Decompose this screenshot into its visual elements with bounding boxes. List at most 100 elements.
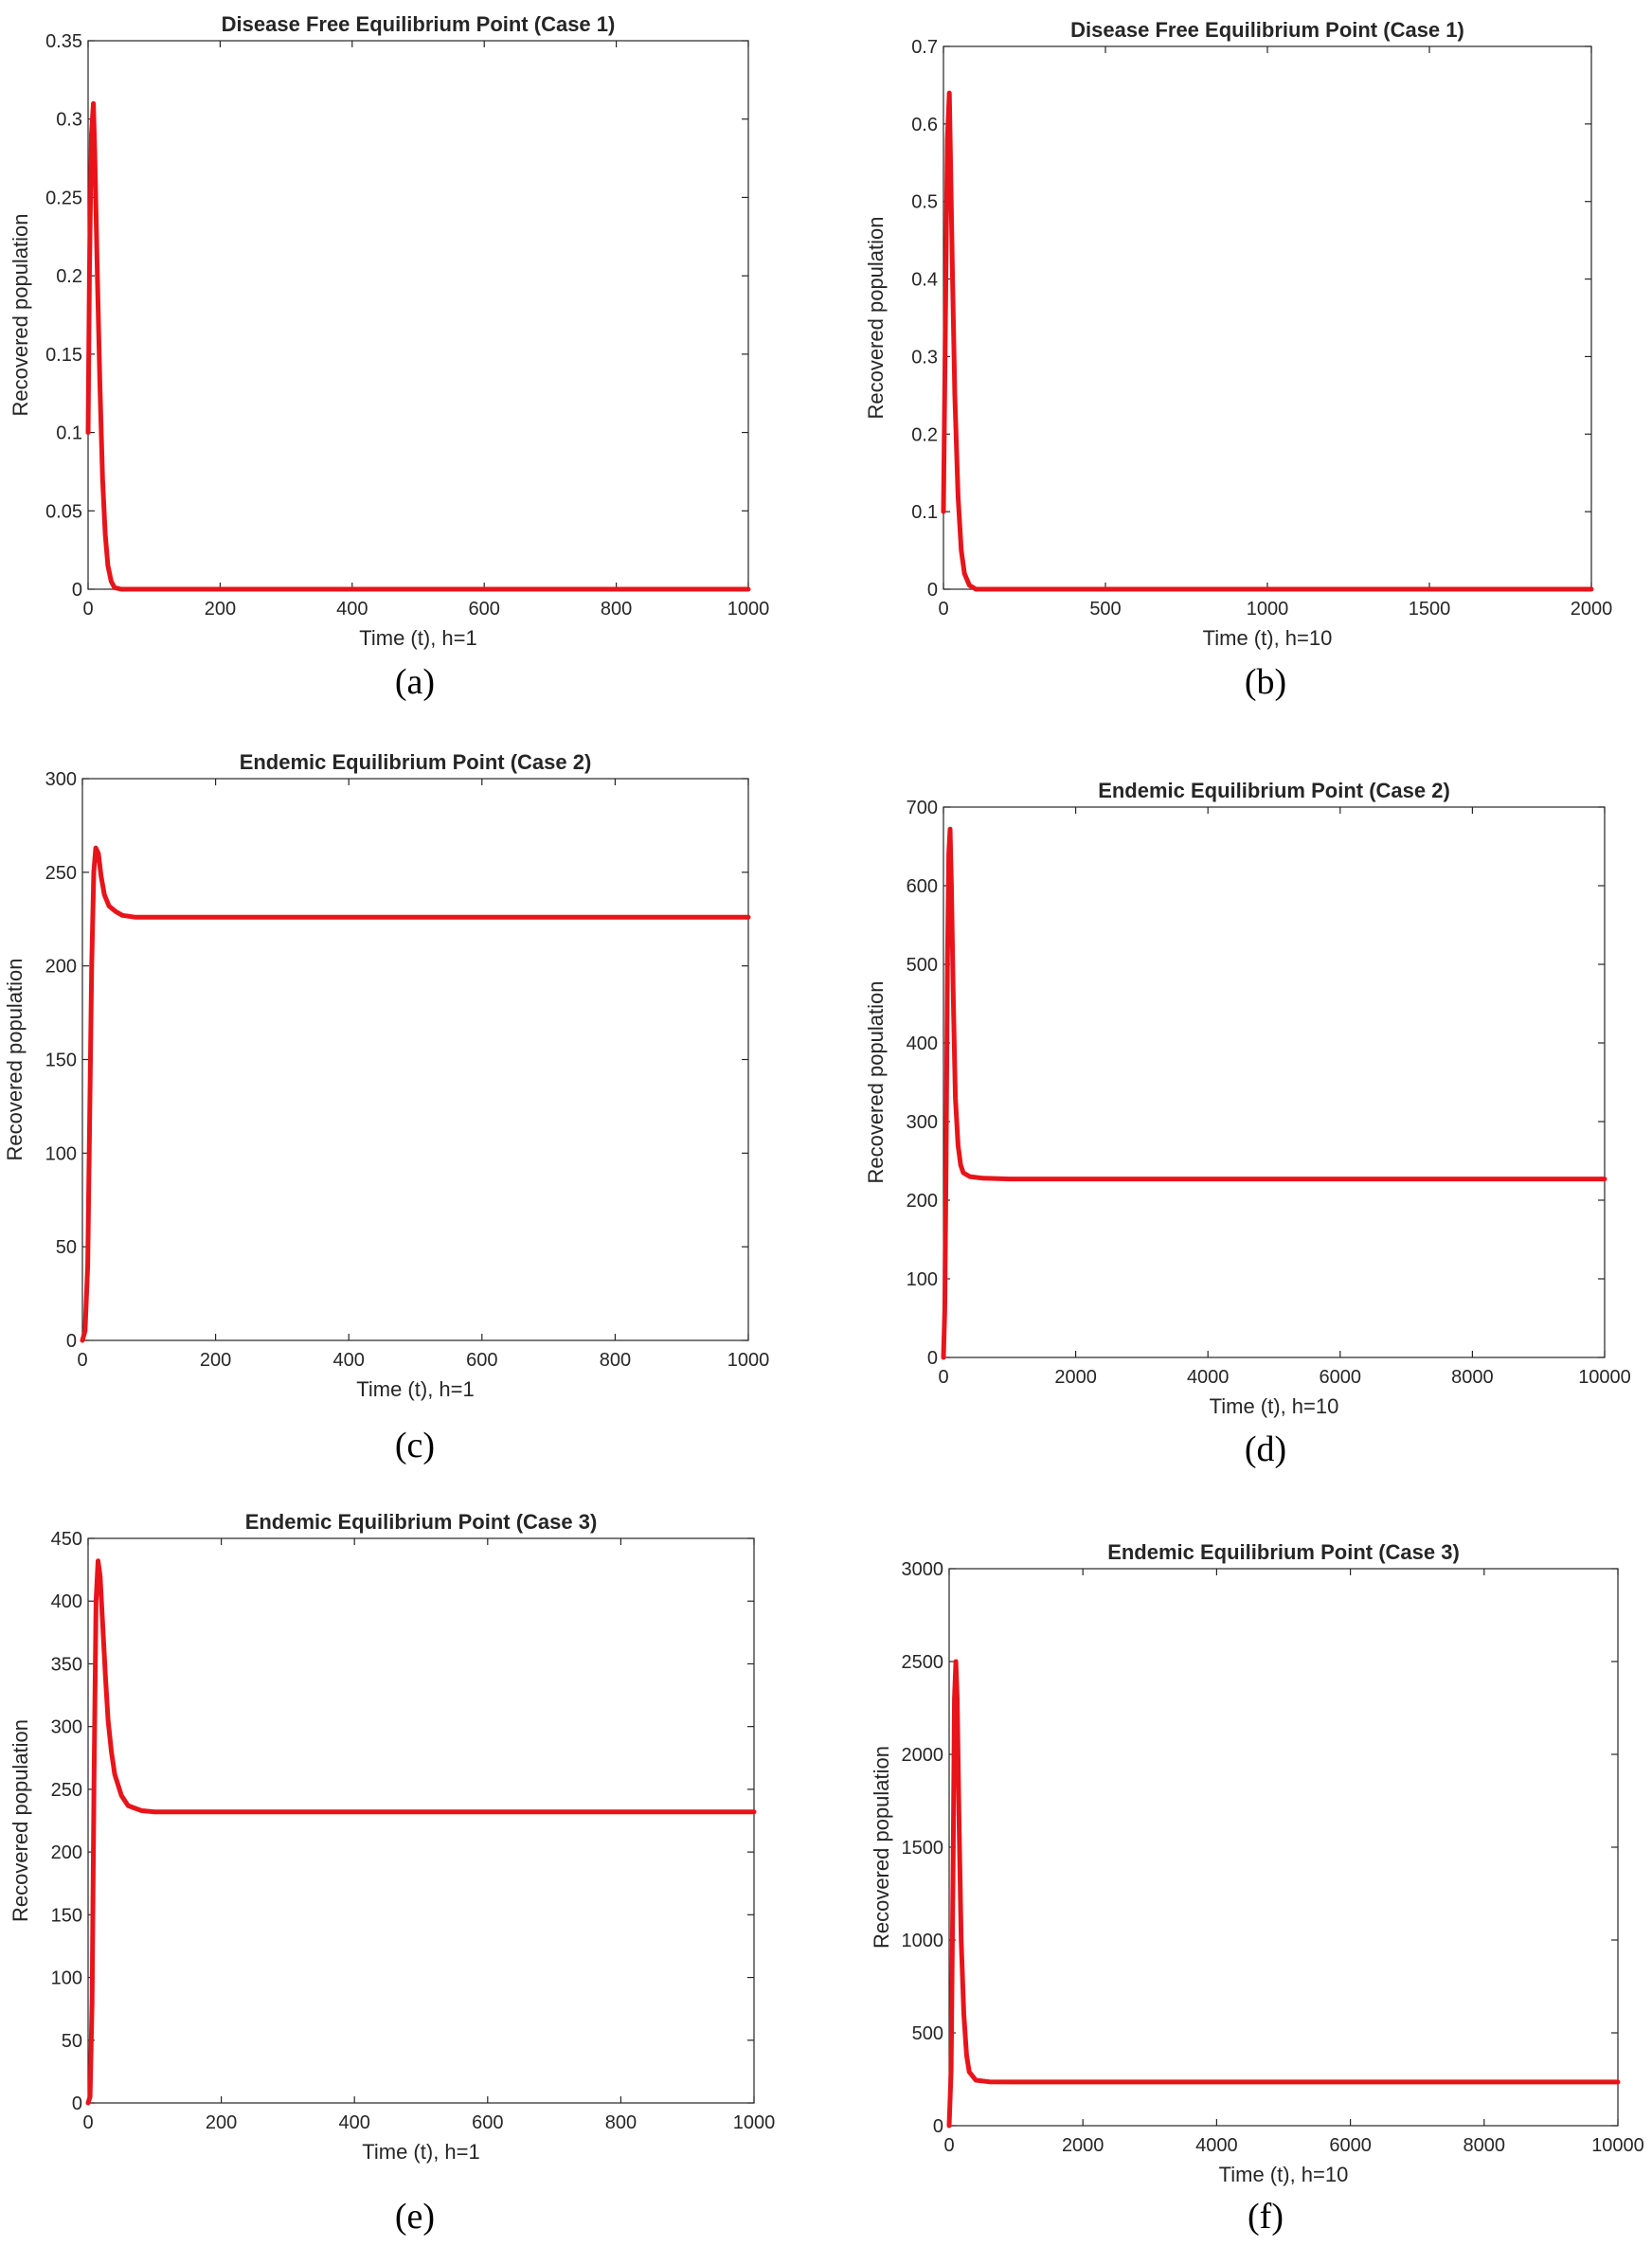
x-tick-label: 400 bbox=[339, 2112, 370, 2133]
x-tick-label: 500 bbox=[1089, 599, 1121, 620]
x-tick-label: 2000 bbox=[1054, 1367, 1097, 1388]
x-tick-label: 400 bbox=[336, 599, 368, 620]
x-tick-label: 1000 bbox=[733, 2112, 776, 2133]
x-tick-label: 800 bbox=[600, 1350, 631, 1371]
panel-caption: (b) bbox=[1245, 662, 1286, 702]
y-tick-label: 300 bbox=[45, 769, 77, 790]
y-tick-label: 0 bbox=[72, 580, 82, 601]
y-tick-label: 400 bbox=[907, 1033, 938, 1054]
chart-panel: 0 200 400 600 800 1000 0 50 100 150 200 250 300 Endem… bbox=[3, 750, 769, 1465]
y-tick-label: 200 bbox=[45, 957, 77, 978]
plot-area bbox=[81, 778, 749, 1341]
y-tick-label: 0.4 bbox=[911, 270, 938, 291]
y-tick-label: 1500 bbox=[902, 1838, 944, 1859]
x-axis-label: Time (t), h=1 bbox=[356, 1377, 475, 1401]
x-tick-label: 4000 bbox=[1187, 1367, 1230, 1388]
x-axis-label: Time (t), h=10 bbox=[1219, 2163, 1349, 2186]
x-tick-label: 0 bbox=[82, 599, 93, 620]
chart-title: Endemic Equilibrium Point (Case 2) bbox=[240, 750, 592, 774]
y-tick-label: 50 bbox=[56, 1237, 77, 1258]
plot-area bbox=[943, 45, 1592, 590]
x-tick-label: 4000 bbox=[1195, 2135, 1238, 2156]
y-tick-label: 100 bbox=[45, 1143, 77, 1164]
x-tick-label: 400 bbox=[333, 1350, 365, 1371]
y-tick-label: 600 bbox=[907, 876, 938, 897]
plot-area bbox=[948, 1568, 1619, 2127]
plot-area bbox=[943, 806, 1606, 1358]
panel-caption: (d) bbox=[1245, 1429, 1286, 1469]
chart-panel: 0 200 400 600 800 1000 0 50 100 150 200 250 300 350 40… bbox=[9, 1510, 775, 2237]
y-tick-label: 700 bbox=[907, 798, 938, 818]
x-tick-label: 200 bbox=[205, 599, 236, 620]
y-tick-label: 0 bbox=[927, 1348, 938, 1369]
y-tick-label: 250 bbox=[45, 863, 77, 884]
panel-caption: (a) bbox=[395, 662, 435, 702]
x-axis-label: Time (t), h=10 bbox=[1210, 1394, 1339, 1418]
x-tick-label: 0 bbox=[938, 599, 948, 620]
y-tick-label: 200 bbox=[907, 1191, 938, 1212]
plot-area bbox=[87, 1537, 755, 2104]
chart-title: Disease Free Equilibrium Point (Case 1) bbox=[1070, 18, 1464, 42]
plot-area bbox=[87, 40, 749, 590]
series-line bbox=[85, 100, 751, 592]
chart-panel: 0 2000 4000 6000 8000 10000 0 500 1000 1500 2000 25… bbox=[870, 1540, 1644, 2237]
y-tick-label: 0.1 bbox=[911, 502, 938, 523]
x-tick-label: 2000 bbox=[1571, 599, 1613, 620]
x-tick-label: 0 bbox=[77, 1350, 87, 1371]
x-tick-label: 6000 bbox=[1320, 1367, 1362, 1388]
y-tick-label: 0.25 bbox=[45, 188, 82, 208]
y-tick-label: 150 bbox=[45, 1051, 77, 1071]
y-tick-label: 0.3 bbox=[56, 110, 82, 131]
y-tick-label: 0.7 bbox=[911, 37, 938, 58]
y-tick-label: 0 bbox=[72, 2093, 82, 2114]
x-tick-label: 0 bbox=[82, 2112, 93, 2133]
y-tick-label: 0.05 bbox=[45, 501, 82, 522]
x-tick-label: 1000 bbox=[1247, 599, 1289, 620]
x-tick-label: 6000 bbox=[1329, 2135, 1372, 2156]
y-tick-label: 0.2 bbox=[911, 424, 938, 445]
series-line bbox=[946, 1659, 1621, 2129]
x-axis-label: Time (t), h=1 bbox=[359, 626, 477, 650]
y-axis-label: Recovered population bbox=[3, 958, 27, 1160]
x-axis-label: Time (t), h=10 bbox=[1203, 626, 1333, 650]
panel-caption: (f) bbox=[1248, 2197, 1284, 2237]
chart-panel: 0 200 400 600 800 1000 0 0.05 0.1 0.15 0.2 0.25 0.3 0… bbox=[9, 12, 769, 702]
series-line bbox=[80, 845, 751, 1343]
y-tick-label: 450 bbox=[51, 1529, 82, 1550]
x-tick-label: 8000 bbox=[1463, 2135, 1506, 2156]
chart-panel: 0 2000 4000 6000 8000 10000 0 100 200 300 400 500 60… bbox=[864, 779, 1631, 1469]
x-tick-label: 200 bbox=[200, 1350, 231, 1371]
x-tick-label: 8000 bbox=[1451, 1367, 1494, 1388]
y-tick-label: 0.3 bbox=[911, 347, 938, 368]
x-tick-label: 1500 bbox=[1409, 599, 1451, 620]
chart-title: Disease Free Equilibrium Point (Case 1) bbox=[222, 12, 616, 36]
series-line bbox=[941, 90, 1594, 592]
x-axis-label: Time (t), h=1 bbox=[362, 2140, 480, 2164]
y-tick-label: 500 bbox=[907, 955, 938, 976]
y-tick-label: 50 bbox=[62, 2031, 82, 2052]
y-tick-label: 350 bbox=[51, 1654, 82, 1675]
y-tick-label: 200 bbox=[51, 1842, 82, 1863]
x-tick-label: 10000 bbox=[1591, 2135, 1644, 2156]
y-tick-label: 300 bbox=[907, 1112, 938, 1133]
chart-panel: 0 500 1000 1500 2000 0 0.1 0.2 0.3 0.4 0.5 0.6 0.7 Di… bbox=[864, 18, 1612, 702]
y-axis-label: Recovered population bbox=[870, 1746, 893, 1949]
y-tick-label: 400 bbox=[51, 1591, 82, 1612]
y-tick-label: 0.1 bbox=[56, 423, 82, 444]
y-axis-label: Recovered population bbox=[9, 1719, 32, 1922]
x-tick-label: 1000 bbox=[727, 599, 770, 620]
y-tick-label: 100 bbox=[907, 1269, 938, 1290]
x-tick-label: 800 bbox=[601, 599, 632, 620]
x-tick-label: 800 bbox=[605, 2112, 637, 2133]
y-tick-label: 0.2 bbox=[56, 266, 82, 287]
x-tick-label: 10000 bbox=[1578, 1367, 1631, 1388]
panel-caption: (e) bbox=[395, 2197, 435, 2237]
y-tick-label: 1000 bbox=[902, 1931, 944, 1951]
y-tick-label: 0.5 bbox=[911, 192, 938, 213]
x-tick-label: 2000 bbox=[1062, 2135, 1104, 2156]
y-axis-label: Recovered population bbox=[864, 980, 888, 1183]
chart-title: Endemic Equilibrium Point (Case 3) bbox=[1107, 1540, 1460, 1564]
y-tick-label: 250 bbox=[51, 1780, 82, 1801]
y-tick-label: 300 bbox=[51, 1717, 82, 1738]
